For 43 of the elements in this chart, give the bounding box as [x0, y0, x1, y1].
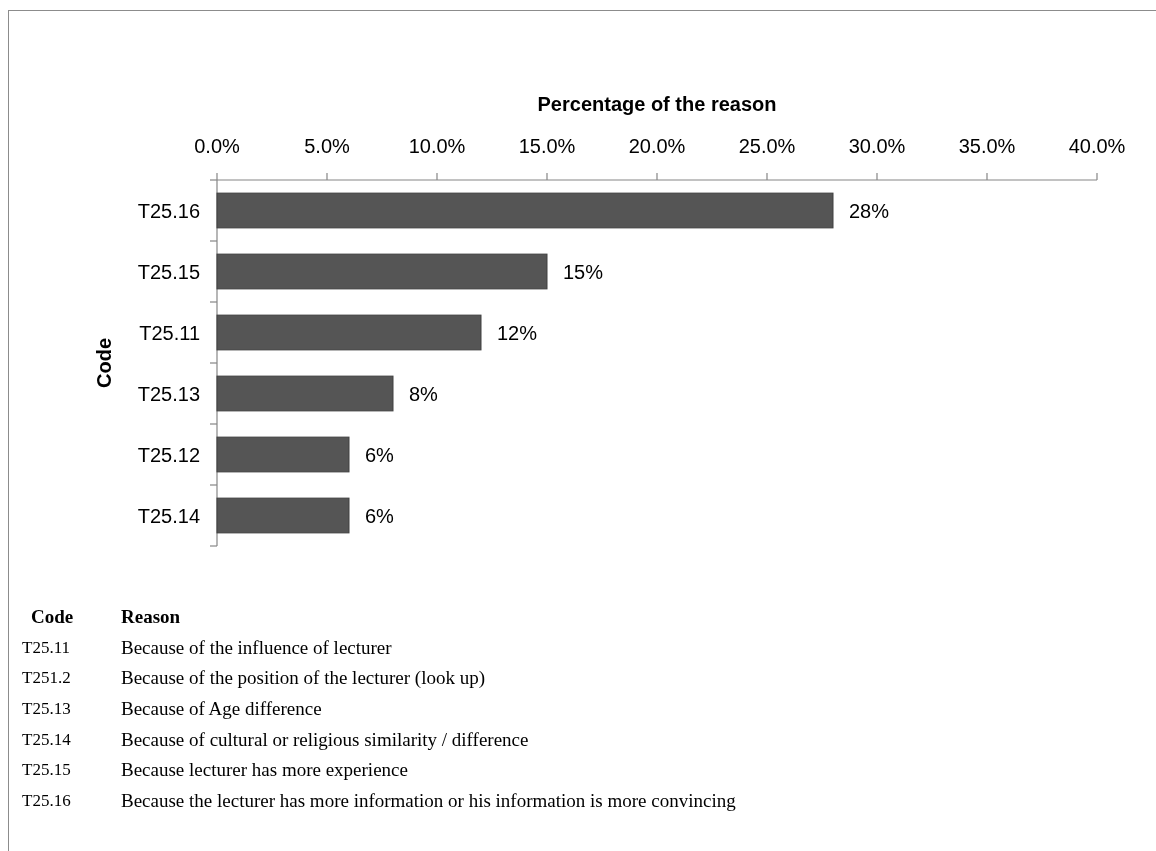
text: T25.16 [22, 791, 71, 810]
text: T251.2 [22, 668, 71, 688]
x-tick-label: 10.0% [408, 135, 466, 157]
y-tick-label: T25.11 [139, 321, 200, 344]
x-tick-label: 25.0% [738, 135, 796, 157]
x-tick-label: 0.0% [194, 135, 241, 157]
text: Because of the influence of lecturer [121, 636, 393, 658]
text: Because lecturer has more experience [121, 759, 408, 781]
text: T25.11 [22, 637, 71, 657]
data-label: 6% [365, 504, 395, 527]
y-tick-label: T25.15 [137, 260, 200, 283]
data-label: 15% [563, 260, 604, 283]
bar [216, 314, 482, 351]
x-tick-label: 30.0% [848, 135, 906, 157]
x-tick-label: 15.0% [518, 135, 576, 157]
y-tick-label: T25.14 [137, 504, 200, 527]
bar [216, 375, 394, 412]
data-label: 12% [497, 321, 538, 344]
x-tick-label: 35.0% [958, 135, 1016, 157]
bar [216, 192, 834, 229]
x-tick-label: 20.0% [628, 135, 686, 157]
text: Because of Age difference [121, 697, 322, 719]
data-label: 28% [849, 199, 890, 222]
y-axis-title: Code [93, 338, 115, 388]
text: T25.14 [22, 729, 72, 749]
text: T25.13 [22, 698, 71, 718]
text: Because the lecturer has more information or his information is more convincing [121, 790, 737, 811]
y-tick-label: T25.12 [137, 443, 200, 466]
text: Reason [121, 605, 181, 627]
x-axis-title: Percentage of the reason [537, 93, 777, 115]
text: Because of cultural or religious similarity / difference [121, 728, 529, 750]
bar [216, 436, 350, 473]
x-tick-label: 40.0% [1068, 135, 1126, 157]
x-tick-label: 5.0% [304, 135, 351, 157]
text: T25.15 [22, 760, 71, 780]
text: Because of the position of the lecturer (look up) [121, 667, 486, 690]
text: Code [31, 605, 74, 627]
bar [216, 497, 350, 534]
data-label: 6% [365, 443, 395, 466]
y-tick-label: T25.16 [137, 199, 200, 222]
bar [216, 253, 548, 290]
data-label: 8% [409, 382, 439, 405]
y-tick-label: T25.13 [137, 382, 200, 405]
